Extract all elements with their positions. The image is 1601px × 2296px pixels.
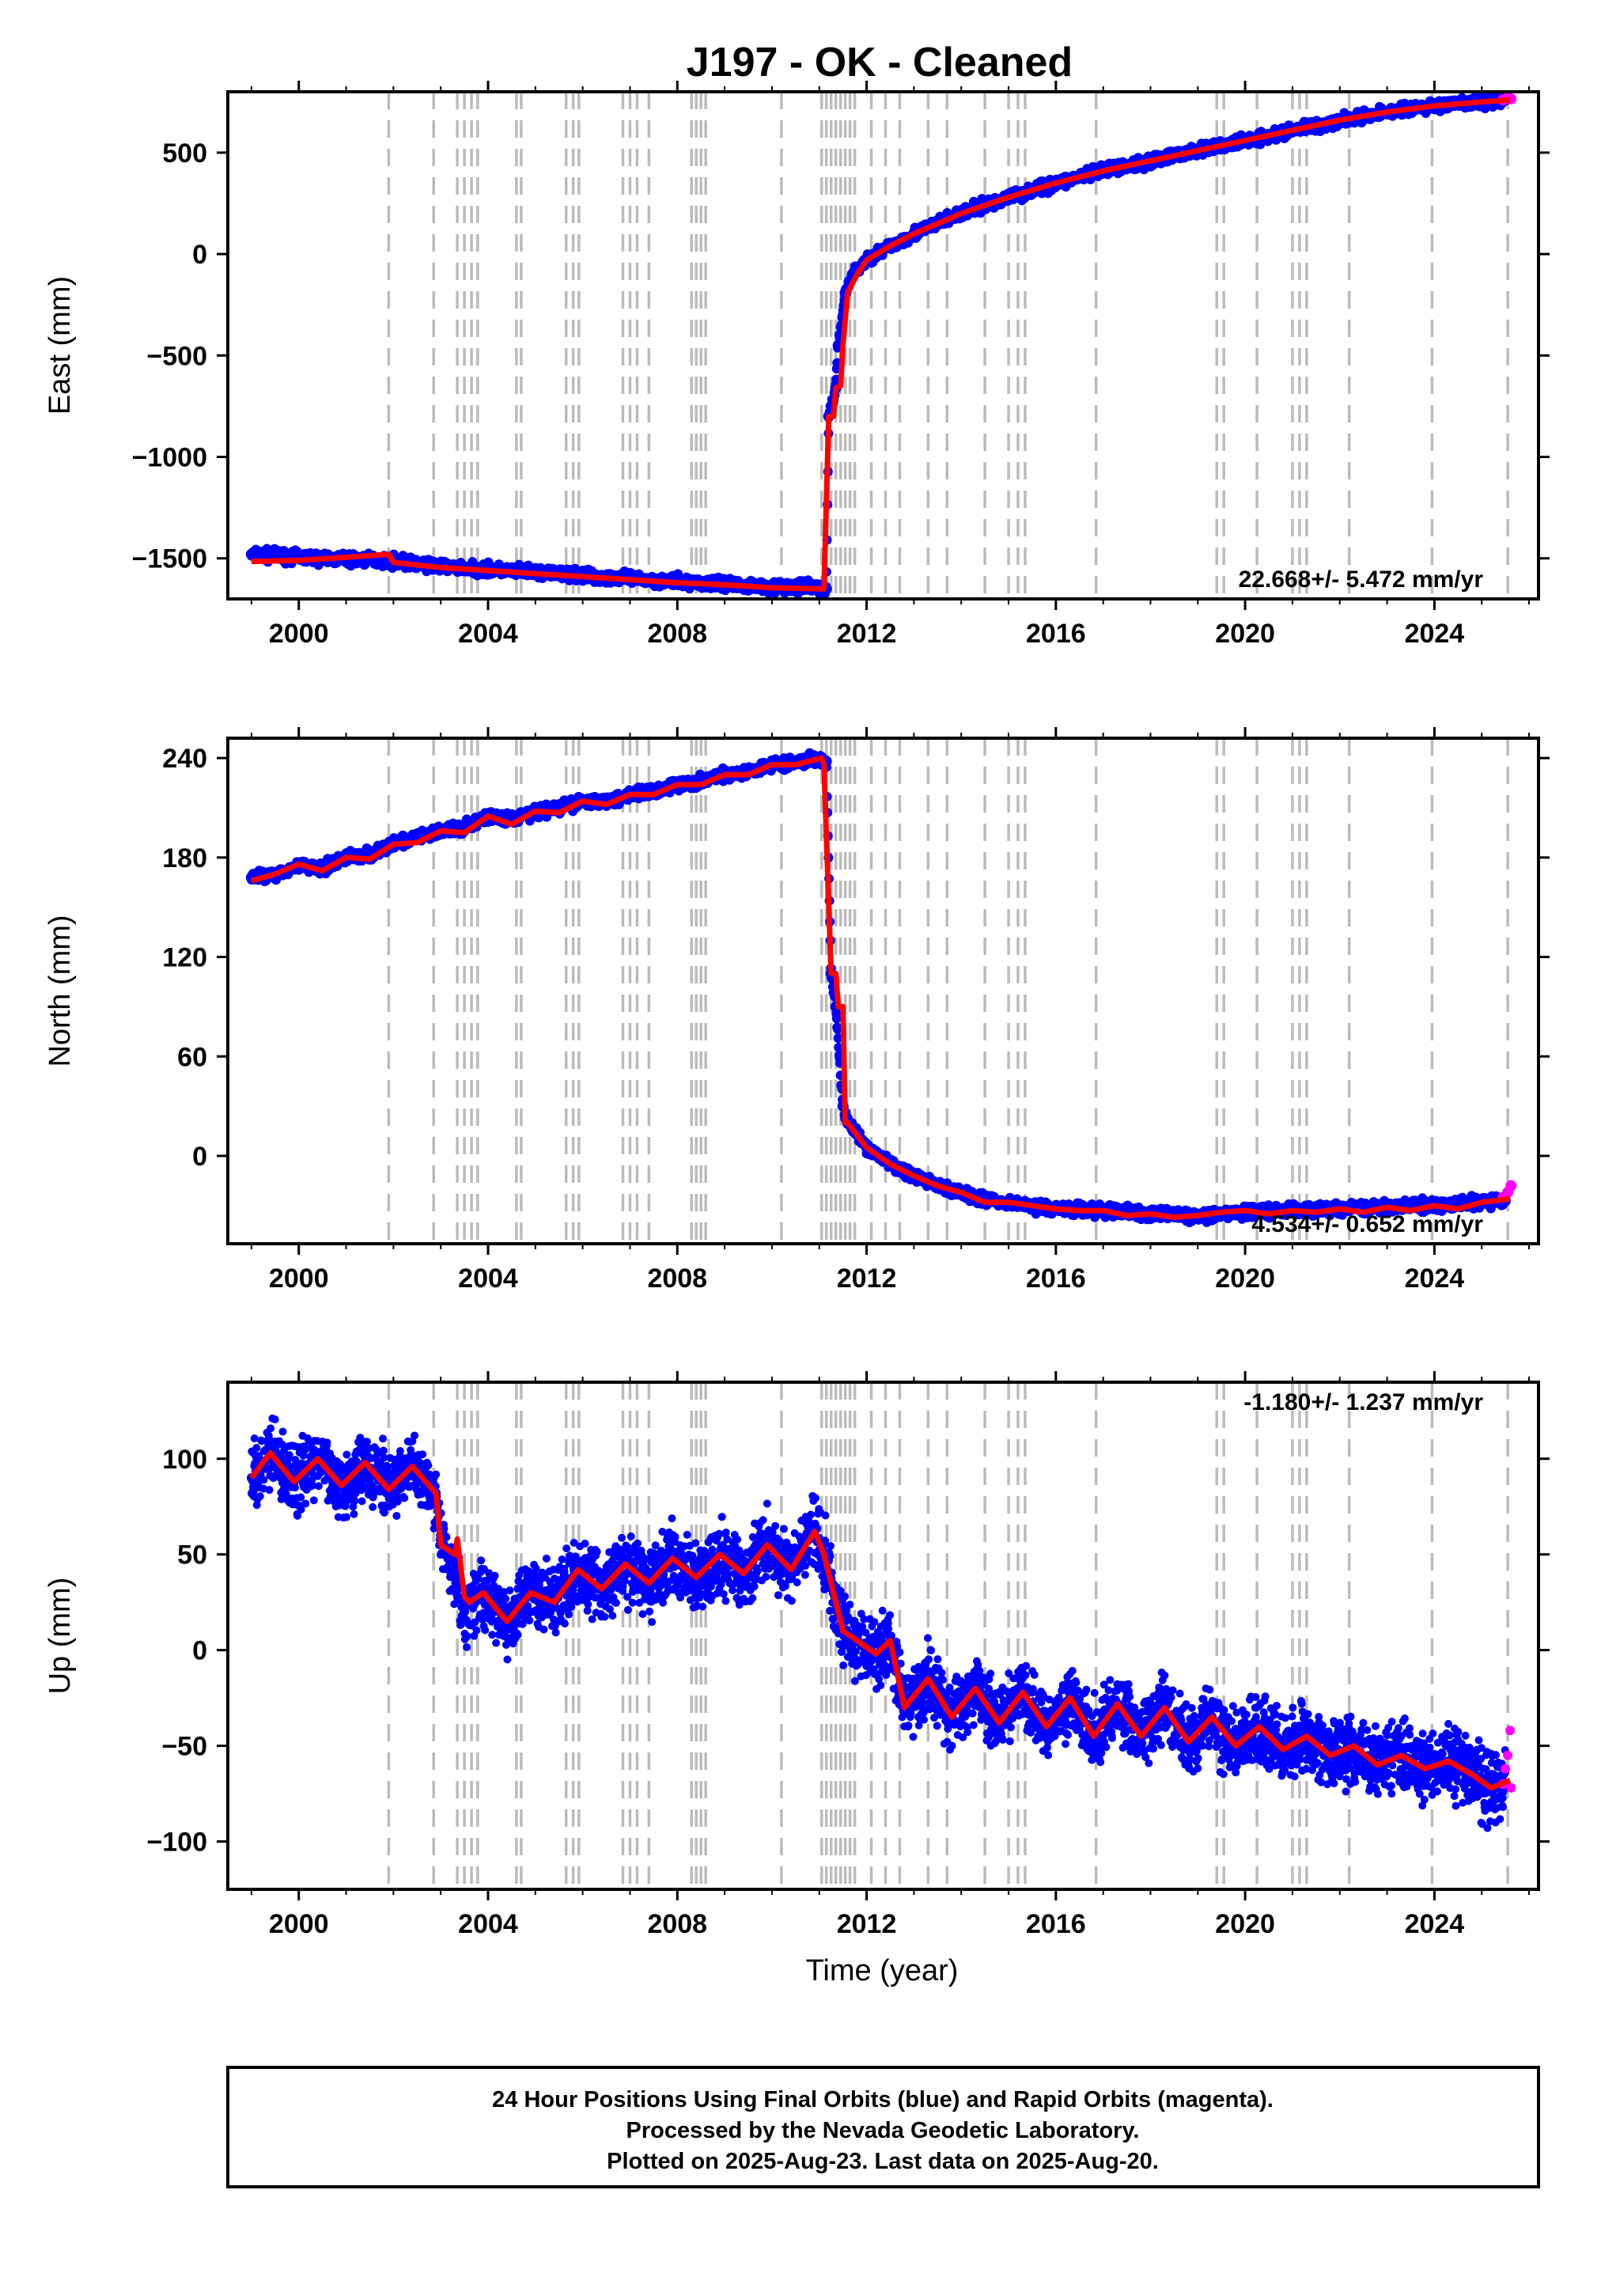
chart-title: J197 - OK - Cleaned: [687, 40, 1073, 85]
plot-area: [245, 738, 1517, 1244]
plot-frame: [226, 90, 1540, 601]
panel-1: 2000 2004 2008 2012 2016 2020 2024 −1500 −1000 −5…: [44, 81, 1550, 649]
model-line: [251, 97, 1511, 592]
y-tick-label: −500: [146, 341, 207, 371]
plot-area: [245, 92, 1517, 599]
y-axis-label: East (mm): [44, 276, 77, 415]
x-tick-label: 2008: [647, 619, 707, 649]
final-orbit-points: [245, 92, 1512, 599]
x-tick-label: 2020: [1215, 619, 1275, 649]
y-tick-label: −1000: [132, 443, 208, 473]
y-tick-label: 500: [162, 138, 207, 169]
final-point: [833, 1033, 843, 1044]
panels-group: 2000 2004 2008 2012 2016 2020 2024 −1500 −1000 −5…: [44, 81, 1550, 1939]
y-tick-label: −1500: [132, 544, 208, 574]
x-tick-label: 2024: [1405, 619, 1465, 649]
y-tick-label: 0: [192, 240, 207, 270]
final-point: [831, 1013, 842, 1024]
rate-annotation: 22.668+/- 5.472 mm/yr: [1239, 566, 1484, 593]
x-tick-label: 2012: [837, 619, 897, 649]
event-lines: [387, 92, 1509, 599]
panel-2: 2000 2004 2008 2012 2016 2020 2024060120180240…: [44, 727, 1550, 1294]
x-tick-label: 2016: [1026, 619, 1086, 649]
x-tick-label: 2000: [269, 619, 329, 649]
x-tick-label: 2004: [458, 619, 518, 649]
final-point: [832, 1024, 842, 1034]
